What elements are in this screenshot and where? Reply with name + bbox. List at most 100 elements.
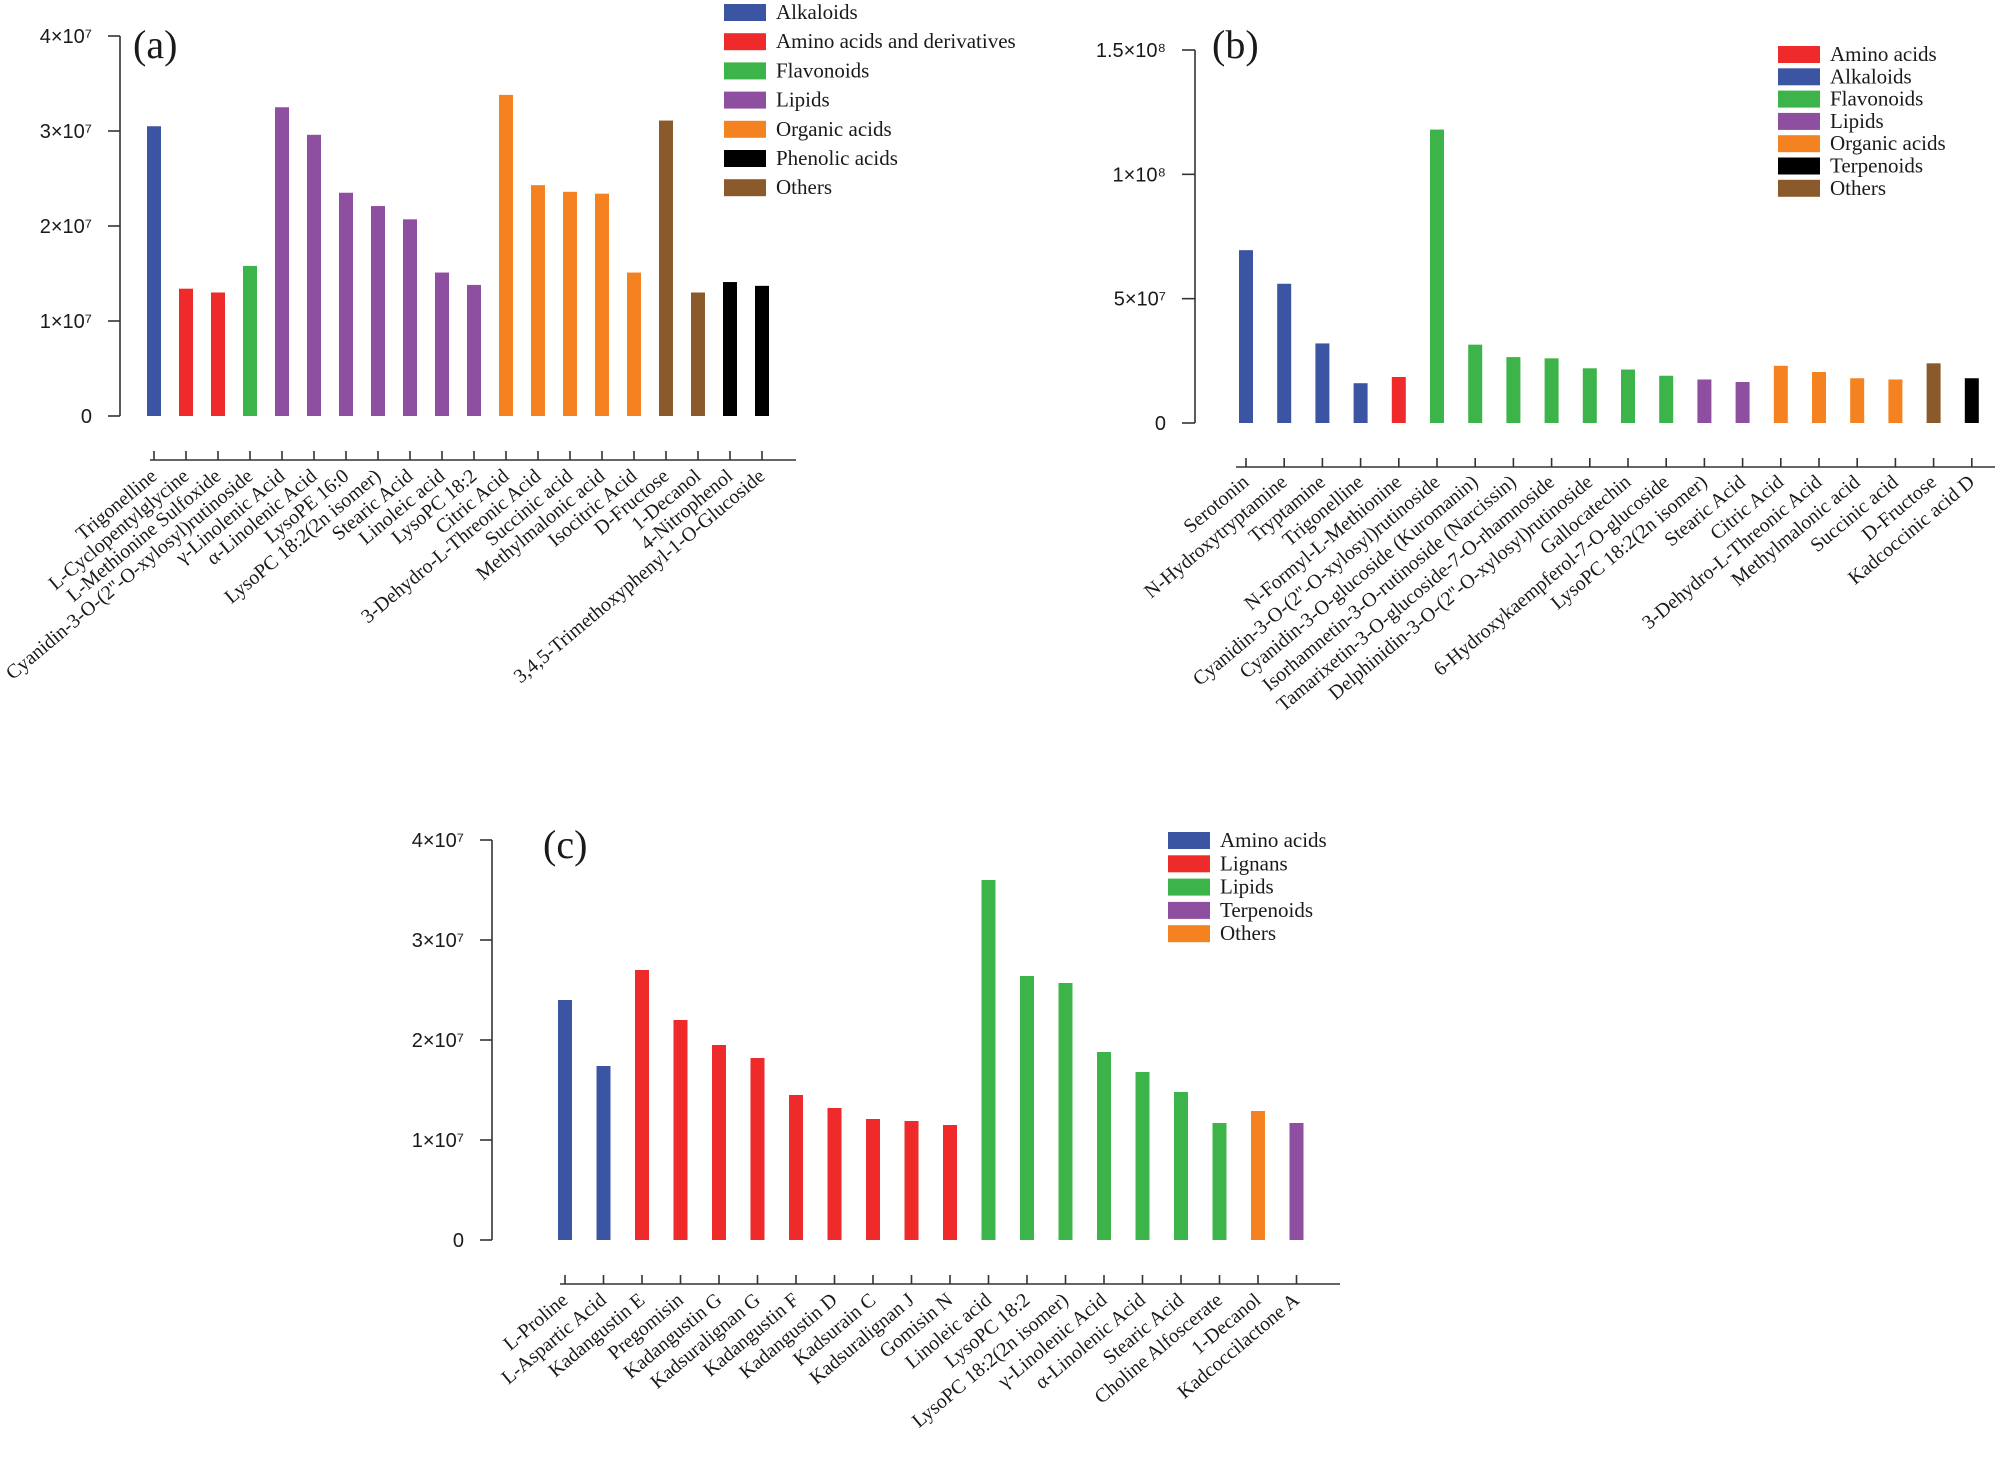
legend-swatch: [1168, 901, 1210, 919]
bar: [1430, 129, 1444, 423]
y-tick-label: 4×10⁷: [412, 830, 464, 852]
y-tick-label: 4×10⁷: [40, 26, 92, 48]
bar: [563, 191, 577, 416]
bar: [147, 126, 161, 416]
bar: [691, 292, 705, 416]
legend-label: Organic acids: [776, 117, 892, 141]
legend-label: Terpenoids: [1220, 898, 1313, 922]
bar: [403, 219, 417, 416]
legend-label: Amino acids: [1830, 42, 1937, 66]
legend-label: Others: [776, 175, 832, 199]
bar: [1315, 343, 1330, 423]
bar: [1251, 1111, 1265, 1240]
bar: [866, 1119, 880, 1240]
y-tick-label: 1×10⁷: [40, 311, 92, 333]
bar: [1058, 983, 1073, 1240]
bar: [558, 1000, 572, 1240]
y-tick-label: 5×10⁷: [1114, 289, 1166, 311]
legend-label: Lignans: [1220, 851, 1288, 875]
bar: [1020, 976, 1034, 1240]
bar: [981, 880, 996, 1240]
legend-swatch: [724, 33, 766, 51]
legend-label: Phenolic acids: [776, 146, 898, 170]
legend-swatch: [1168, 878, 1210, 896]
bar: [1468, 344, 1483, 423]
y-tick-label: 1×10⁸: [1113, 164, 1167, 186]
y-tick-label: 2×10⁷: [412, 1030, 464, 1052]
bar: [1506, 357, 1521, 423]
bar: [179, 288, 193, 416]
legend-swatch: [724, 150, 766, 167]
legend-label: Lipids: [1220, 875, 1274, 899]
legend-swatch: [1168, 832, 1210, 849]
bar: [1391, 376, 1406, 423]
bar: [499, 94, 513, 417]
bar: [1544, 358, 1559, 423]
bar: [627, 272, 641, 416]
y-tick-label: 3×10⁷: [40, 121, 92, 143]
legend-label: Alkaloids: [776, 0, 858, 24]
y-tick-label: 1×10⁷: [412, 1130, 464, 1152]
legend-swatch: [724, 62, 766, 80]
panel-letter: (b): [1212, 22, 1259, 67]
y-tick-label: 3×10⁷: [412, 930, 464, 952]
legend-swatch: [724, 179, 766, 197]
bar: [595, 193, 609, 416]
bar: [659, 120, 673, 417]
bar: [723, 282, 737, 416]
bar: [596, 1066, 611, 1240]
bar: [1239, 250, 1253, 423]
bar: [712, 1045, 726, 1240]
bar: [1888, 379, 1903, 423]
bar: [635, 970, 649, 1240]
bar: [1174, 1092, 1188, 1240]
legend: Alkaloids Amino acids and derivatives Flav…: [724, 0, 1016, 199]
legend-swatch: [1168, 855, 1210, 873]
legend-label: Alkaloids: [1830, 64, 1912, 88]
panel-c: (c)01×10⁷2×10⁷3×10⁷4×10⁷L-ProlineL-Aspar…: [412, 822, 1340, 1432]
y-tick-label: 2×10⁷: [40, 216, 92, 238]
panel-letter: (a): [133, 22, 177, 67]
legend-label: Amino acids: [1220, 828, 1327, 852]
bar: [904, 1121, 919, 1240]
legend-label: Flavonoids: [776, 58, 869, 82]
legend-swatch: [1778, 179, 1820, 197]
bar: [1097, 1052, 1111, 1240]
legend-swatch: [724, 91, 766, 109]
legend-swatch: [1778, 46, 1820, 63]
bar: [1289, 1123, 1304, 1240]
legend-swatch: [1778, 112, 1820, 130]
bar: [1812, 372, 1826, 423]
legend-swatch: [724, 4, 766, 21]
bar: [1850, 378, 1865, 423]
bar: [307, 134, 321, 417]
bar: [755, 285, 769, 416]
bar: [435, 272, 449, 416]
bar: [211, 292, 225, 416]
bar: [750, 1058, 765, 1240]
bar: [1773, 365, 1788, 423]
bar: [1353, 383, 1368, 423]
panel-a: (a)01×10⁷2×10⁷3×10⁷4×10⁷TrigonellineL-Cy…: [2, 0, 1016, 688]
bar: [1735, 381, 1750, 423]
bar: [1621, 369, 1635, 423]
bar: [339, 192, 353, 416]
panel-letter: (c): [543, 822, 587, 867]
legend-label: Lipids: [776, 88, 830, 112]
legend: Amino acidsAlkaloidsFlavonoidsLipidsOrga…: [1778, 42, 1946, 200]
legend-swatch: [724, 120, 766, 138]
legend-label: Terpenoids: [1830, 154, 1923, 178]
bar: [371, 206, 385, 416]
y-tick-label: 1.5×10⁸: [1096, 40, 1166, 62]
bar: [789, 1095, 803, 1240]
legend-label: Organic acids: [1830, 131, 1946, 155]
bar: [1697, 379, 1712, 423]
legend-swatch: [1778, 157, 1820, 175]
y-tick-label: 0: [1155, 413, 1166, 435]
bar: [1926, 363, 1941, 423]
bar: [531, 185, 545, 416]
bar: [673, 1020, 688, 1240]
legend-label: Flavonoids: [1830, 87, 1923, 111]
